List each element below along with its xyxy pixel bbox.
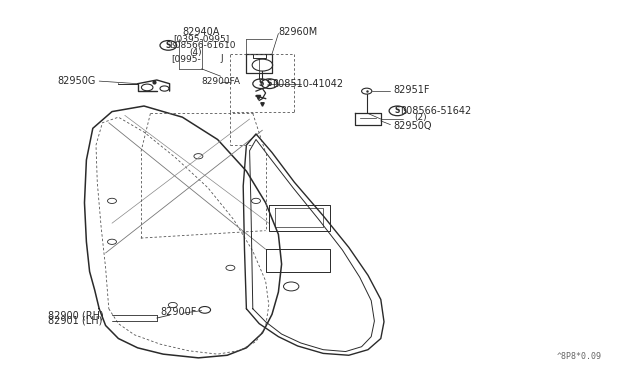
Text: ß08510-41042: ß08510-41042 <box>272 79 343 89</box>
Text: 82900FA: 82900FA <box>202 77 241 86</box>
Text: 82901 (LH): 82901 (LH) <box>48 316 102 326</box>
Text: ^8P8*0.09: ^8P8*0.09 <box>557 352 602 361</box>
Text: ß08566-61610: ß08566-61610 <box>170 41 236 50</box>
Text: 82900F: 82900F <box>160 307 196 317</box>
Text: 82960M: 82960M <box>278 27 317 36</box>
Text: 82900 (RH): 82900 (RH) <box>48 311 104 320</box>
Text: J: J <box>221 54 223 63</box>
Text: ß08566-51642: ß08566-51642 <box>400 106 471 116</box>
Text: 82950G: 82950G <box>58 76 96 86</box>
Text: (2): (2) <box>415 113 428 122</box>
Text: 82940A: 82940A <box>182 27 220 36</box>
Text: S: S <box>166 41 171 50</box>
Text: 82951F: 82951F <box>394 85 430 95</box>
Text: 82950Q: 82950Q <box>394 121 432 131</box>
Text: S: S <box>395 106 400 115</box>
Text: S: S <box>267 79 272 88</box>
Text: [0995-: [0995- <box>172 54 201 63</box>
Text: (4): (4) <box>189 48 202 57</box>
Text: S: S <box>259 79 264 88</box>
Text: [0395-0995]: [0395-0995] <box>173 34 229 43</box>
